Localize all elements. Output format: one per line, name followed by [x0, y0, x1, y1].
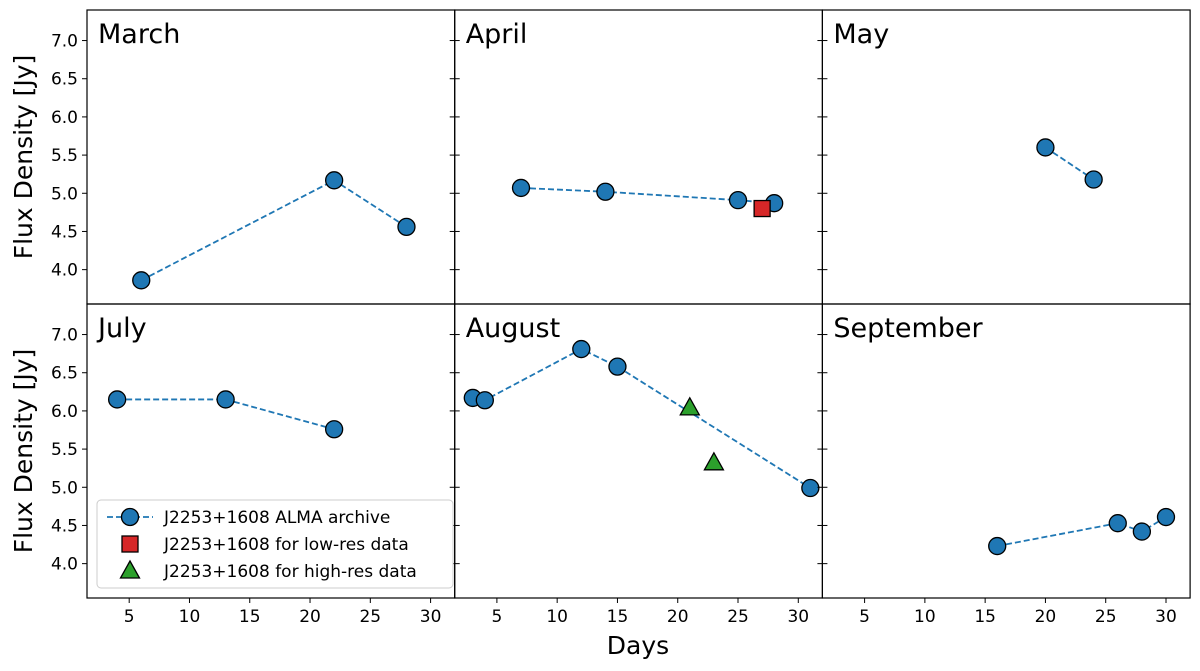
data-point-archive — [1084, 170, 1103, 189]
legend-label-high_res: J2253+1608 for high-res data — [163, 562, 417, 582]
y-tick-label: 7.0 — [51, 326, 78, 346]
data-point-archive — [324, 171, 344, 190]
x-tick-label: 25 — [727, 607, 749, 627]
x-tick-label: 25 — [359, 607, 381, 627]
x-tick-label: 5 — [491, 607, 502, 627]
data-point-archive — [728, 190, 748, 210]
data-point-archive — [1156, 507, 1176, 527]
panel-title: September — [833, 313, 983, 344]
legend-label-archive: J2253+1608 ALMA archive — [163, 508, 390, 528]
panel-title: August — [466, 313, 561, 344]
series-line-archive — [997, 516, 1167, 547]
x-tick-label: 25 — [1095, 607, 1117, 627]
panel-title: March — [98, 19, 180, 50]
y-tick-label: 6.5 — [51, 70, 78, 90]
panel-title: May — [833, 19, 889, 50]
data-point-archive — [608, 357, 627, 376]
legend-box — [96, 499, 454, 589]
x-tick-label: 10 — [179, 607, 201, 627]
y-tick-label: 5.5 — [51, 440, 78, 460]
y-tick-label: 4.5 — [51, 516, 78, 536]
y-tick-label: 7.0 — [51, 32, 78, 52]
x-tick-label: 30 — [420, 607, 442, 627]
y-tick-label: 6.0 — [51, 108, 78, 128]
x-tick-label: 5 — [859, 607, 870, 627]
y-tick-label: 5.0 — [51, 184, 78, 204]
legend: J2253+1608 ALMA archive J2253+1608 for lo… — [96, 499, 454, 589]
x-tick-label: 15 — [239, 607, 261, 627]
series-line-archive — [140, 179, 407, 282]
data-point-archive — [511, 178, 531, 198]
panel-july: 4.0 4.5 5.0 5.5 6.0 6.5 7.0 5 10 15 20 25 30 July — [51, 303, 460, 627]
y-axis-label-top: Flux Density [Jy] — [9, 55, 38, 260]
data-point-archive — [397, 217, 416, 237]
series-line-archive — [472, 348, 811, 489]
y-tick-label: 4.0 — [51, 555, 78, 575]
panel-frame — [821, 303, 1191, 599]
data-point-high-res — [703, 451, 725, 471]
data-point-archive — [475, 391, 494, 410]
panels-layer: 4.0 4.5 5.0 5.5 6.0 6.5 7.0 March April May 4.0 4.5… — [51, 9, 1191, 627]
panel-frame — [454, 303, 824, 599]
data-point-archive — [596, 182, 615, 201]
data-point-archive — [988, 536, 1007, 556]
x-tick-label: 15 — [974, 607, 996, 627]
x-tick-label: 20 — [1035, 607, 1057, 627]
panel-may: May — [817, 9, 1191, 305]
legend-marker-archive — [120, 507, 140, 527]
panel-september: 5 10 15 20 25 30 September — [817, 303, 1191, 627]
data-point-archive — [1036, 138, 1055, 157]
y-tick-label: 4.0 — [51, 261, 78, 281]
legend-marker-high_res — [119, 559, 141, 579]
data-point-archive — [107, 390, 127, 409]
data-point-archive — [324, 420, 344, 439]
panel-title: April — [466, 19, 528, 50]
x-tick-label: 30 — [1155, 607, 1177, 627]
panel-march: 4.0 4.5 5.0 5.5 6.0 6.5 7.0 March — [51, 9, 460, 305]
data-point-archive — [132, 271, 151, 290]
panel-title: July — [96, 313, 147, 344]
legend-label-low_res: J2253+1608 for low-res data — [163, 535, 409, 555]
series-line-archive — [1044, 146, 1095, 181]
data-point-archive — [801, 478, 820, 498]
data-point-low-res — [753, 199, 771, 218]
data-point-high-res — [679, 396, 701, 416]
y-tick-label: 5.5 — [51, 146, 78, 166]
x-tick-label: 5 — [124, 607, 135, 627]
x-tick-label: 30 — [787, 607, 809, 627]
y-tick-label: 5.0 — [51, 478, 78, 498]
panel-april: April — [449, 9, 828, 305]
data-point-archive — [1108, 514, 1127, 533]
legend-marker-low_res — [121, 535, 139, 553]
x-tick-label: 10 — [546, 607, 568, 627]
data-point-archive — [216, 390, 235, 409]
x-tick-label: 15 — [607, 607, 629, 627]
panel-frame — [821, 9, 1191, 305]
panel-frame — [454, 9, 824, 305]
panel-frame — [86, 9, 456, 305]
data-point-archive — [1132, 522, 1152, 541]
y-tick-label: 4.5 — [51, 222, 78, 242]
panel-august: 5 10 15 20 25 30 August — [449, 303, 828, 627]
y-axis-label-bottom: Flux Density [Jy] — [9, 349, 38, 554]
y-tick-label: 6.0 — [51, 402, 78, 422]
data-point-archive — [572, 339, 591, 359]
x-axis-label: Days — [607, 631, 669, 660]
x-tick-label: 20 — [667, 607, 689, 627]
x-tick-label: 10 — [914, 607, 936, 627]
y-tick-label: 6.5 — [51, 364, 78, 384]
x-tick-label: 20 — [299, 607, 321, 627]
